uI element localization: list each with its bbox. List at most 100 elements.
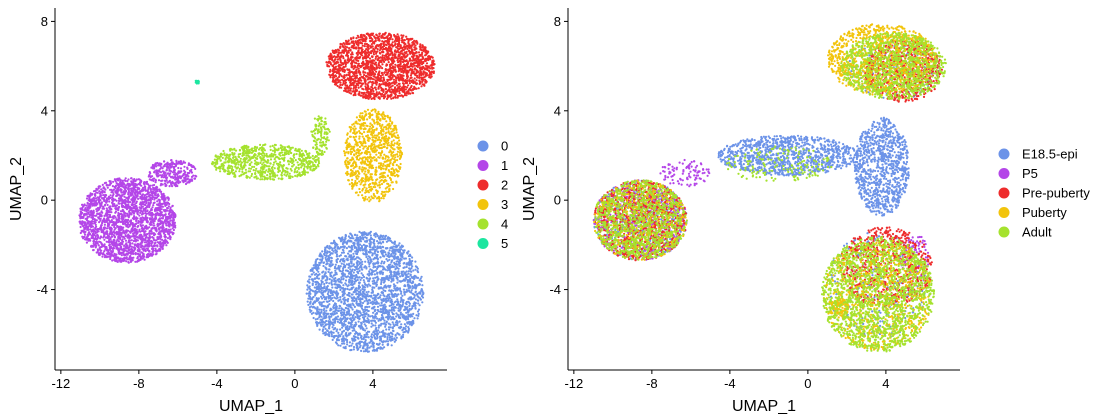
data-point xyxy=(373,310,376,313)
data-point xyxy=(103,221,107,224)
data-point xyxy=(156,223,159,226)
data-point xyxy=(351,342,354,345)
data-point xyxy=(322,286,325,289)
data-point xyxy=(358,340,361,343)
data-point xyxy=(339,320,342,323)
data-point xyxy=(409,313,412,316)
data-point xyxy=(372,334,375,337)
data-point xyxy=(374,324,377,327)
data-point xyxy=(334,316,337,319)
data-point xyxy=(381,271,385,274)
data-point xyxy=(362,275,366,279)
data-point xyxy=(129,257,132,260)
data-point xyxy=(348,309,351,312)
data-point xyxy=(351,268,354,271)
data-point xyxy=(317,286,321,289)
data-point xyxy=(381,347,384,350)
data-point xyxy=(127,216,130,219)
data-point xyxy=(388,268,391,271)
data-point xyxy=(339,288,342,292)
data-point xyxy=(325,258,328,261)
data-point xyxy=(85,241,88,244)
data-point xyxy=(385,328,388,331)
data-point xyxy=(410,267,413,270)
data-point xyxy=(390,344,393,347)
data-point xyxy=(152,202,155,205)
data-point xyxy=(308,308,311,311)
data-point xyxy=(362,285,365,288)
data-point xyxy=(131,204,134,207)
data-point xyxy=(321,294,325,297)
data-point xyxy=(147,186,150,189)
data-point xyxy=(332,328,335,331)
data-point xyxy=(100,242,103,245)
data-point xyxy=(328,331,331,334)
data-point xyxy=(98,212,101,215)
data-point xyxy=(343,245,346,248)
scatter-points xyxy=(78,31,436,353)
data-point xyxy=(324,248,327,251)
data-point xyxy=(150,239,153,243)
data-point xyxy=(151,226,154,230)
data-point xyxy=(340,272,343,275)
data-point xyxy=(334,283,338,286)
data-point xyxy=(410,291,413,294)
data-point xyxy=(353,282,356,285)
data-point xyxy=(155,249,158,252)
data-point xyxy=(401,249,405,252)
data-point xyxy=(117,202,120,205)
data-point xyxy=(384,289,387,293)
data-point xyxy=(420,288,423,291)
data-point xyxy=(409,270,413,273)
data-point xyxy=(374,269,377,272)
data-point xyxy=(373,279,376,282)
data-point xyxy=(316,307,319,310)
data-point xyxy=(318,313,321,316)
data-point xyxy=(327,333,330,336)
data-point xyxy=(139,220,142,224)
data-point xyxy=(394,284,397,287)
data-point xyxy=(142,238,145,241)
data-point xyxy=(135,231,138,234)
data-point xyxy=(401,294,404,297)
data-point xyxy=(157,227,160,230)
data-point xyxy=(400,323,403,326)
data-point xyxy=(370,325,373,328)
data-point xyxy=(342,277,345,280)
data-point xyxy=(376,267,379,270)
data-point xyxy=(342,259,345,263)
data-point xyxy=(171,205,174,208)
data-point xyxy=(128,249,131,252)
data-point xyxy=(328,316,331,319)
data-point xyxy=(355,246,358,249)
data-point xyxy=(406,251,409,254)
data-point xyxy=(319,323,322,326)
data-point xyxy=(404,315,407,319)
data-point xyxy=(140,207,143,210)
data-point xyxy=(334,245,337,248)
data-point xyxy=(168,223,172,226)
data-point xyxy=(315,321,318,324)
data-point xyxy=(314,318,317,321)
data-point xyxy=(83,231,86,234)
data-point xyxy=(126,180,129,183)
data-point xyxy=(353,289,357,292)
data-point xyxy=(132,195,135,198)
data-point xyxy=(113,241,116,244)
data-point xyxy=(344,323,347,326)
data-point xyxy=(172,214,175,218)
data-point xyxy=(353,268,356,272)
data-point xyxy=(337,299,340,302)
data-point xyxy=(386,237,389,240)
data-point xyxy=(369,315,372,318)
data-point xyxy=(353,305,356,308)
data-point xyxy=(117,250,120,254)
data-point xyxy=(397,273,400,276)
data-point xyxy=(356,234,359,237)
data-point xyxy=(159,223,162,226)
data-point xyxy=(326,329,329,332)
data-point xyxy=(376,278,379,281)
data-point xyxy=(165,203,168,206)
data-point xyxy=(309,275,312,278)
data-point xyxy=(392,275,395,278)
